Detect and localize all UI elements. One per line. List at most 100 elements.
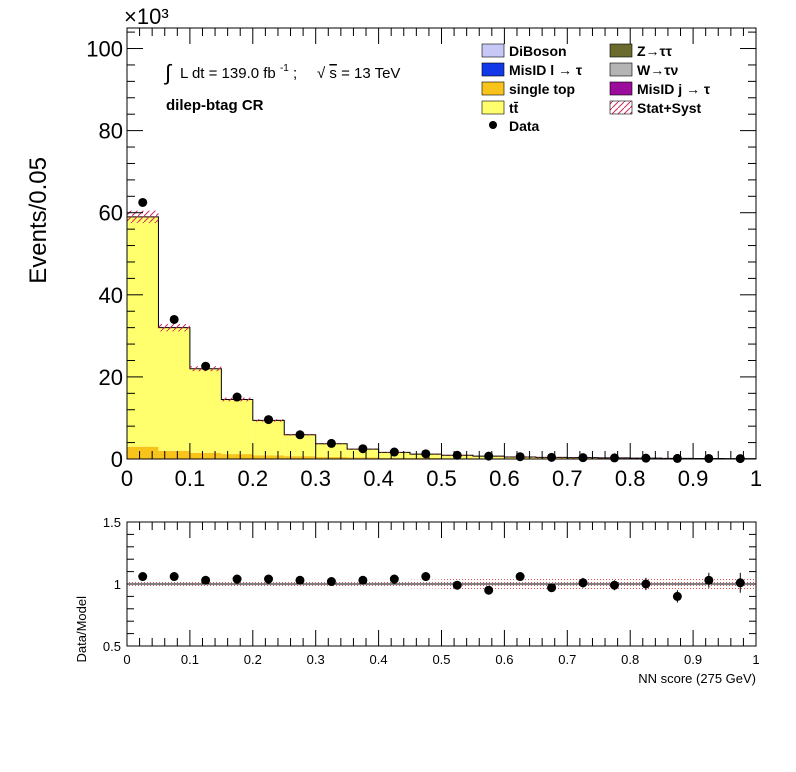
y-tick-label: 40 (99, 283, 123, 308)
ratio-plot: 0 0.1 0.2 0.3 0.4 0.5 0.6 0.7 0.8 0.9 1 0.5 1 1.5 Da… (74, 515, 760, 686)
ratio-x-tick-label: 1 (752, 652, 759, 667)
y-tick-label: 60 (99, 201, 123, 226)
legend-label: DiBoson (509, 43, 567, 59)
lumi-exponent: -1 (280, 63, 289, 74)
legend-marker-data (489, 121, 497, 129)
lumi-separator: ; (293, 65, 297, 82)
legend-swatch (481, 62, 505, 77)
data-point (609, 453, 619, 463)
legend: DiBoson Z→ττ MisID l → τ W→τν single top MisI… (481, 43, 711, 134)
data-point (201, 361, 211, 371)
ratio-point (578, 578, 588, 588)
legend-label: MisID j → τ (637, 81, 711, 97)
ratio-point (358, 575, 368, 585)
ratio-point (201, 575, 211, 585)
main-y-ticks: 0 20 40 60 80 100 (86, 31, 756, 472)
data-point (672, 453, 682, 463)
ratio-y-ticks: 0.5 1 1.5 (103, 515, 756, 654)
bar (189, 368, 222, 453)
ratio-y-tick-label: 1.5 (103, 515, 121, 530)
legend-label: Stat+Syst (637, 100, 702, 116)
ratio-y-axis-title: Data/Model (74, 596, 89, 663)
main-x-ticks: 0 0.1 0.2 0.3 0.4 0.5 0.6 0.7 0.8 0.9 1 (121, 28, 762, 491)
x-tick-label: 0 (121, 466, 133, 491)
x-tick-label: 0.4 (363, 466, 394, 491)
ratio-point (421, 572, 431, 582)
legend-label: single top (509, 81, 575, 97)
data-point (389, 447, 399, 457)
x-tick-label: 0.9 (678, 466, 709, 491)
ratio-x-tick-label: 0.2 (244, 652, 262, 667)
x-tick-label: 0.5 (426, 466, 457, 491)
data-point (452, 450, 462, 460)
y-tick-label: 20 (99, 365, 123, 390)
data-point (578, 453, 588, 463)
data-point (641, 453, 651, 463)
ratio-point (515, 572, 525, 582)
energy-label: √ s = 13 TeV (317, 65, 400, 82)
ratio-x-tick-label: 0.6 (495, 652, 513, 667)
ratio-point (326, 577, 336, 587)
legend-swatch (609, 81, 633, 96)
x-tick-label: 0.7 (552, 466, 583, 491)
ratio-x-ticks: 0 0.1 0.2 0.3 0.4 0.5 0.6 0.7 0.8 0.9 1 (123, 522, 760, 667)
legend-label: Z→ττ (637, 43, 673, 59)
bar (158, 450, 190, 459)
data-point (264, 415, 274, 425)
ratio-point (484, 585, 494, 595)
x-axis-title: NN score (275 GeV) (638, 671, 756, 686)
bar (284, 434, 316, 457)
ratio-y-tick-label: 1 (114, 577, 121, 592)
ratio-point (264, 574, 274, 584)
legend-label: W→τν (637, 62, 678, 78)
lumi-integral: ∫ (163, 60, 173, 85)
data-point (169, 314, 179, 324)
legend-swatch-hatch (609, 100, 633, 115)
y-axis-title: Events/0.05 (25, 157, 52, 284)
data-point (326, 438, 336, 448)
lumi-text: L dt = 139.0 fb (180, 65, 276, 82)
legend-label: MisID l → τ (509, 62, 583, 78)
stacked-bars (127, 216, 756, 459)
energy-s: s (329, 65, 337, 82)
ratio-x-tick-label: 0.3 (307, 652, 325, 667)
ratio-x-tick-label: 0 (123, 652, 130, 667)
legend-swatch (481, 81, 505, 96)
lumi-label: L dt = 139.0 fb -1 ; (180, 58, 297, 82)
uncertainty-hatch (127, 210, 159, 223)
bar (284, 456, 316, 459)
ratio-point (547, 583, 557, 593)
ratio-x-tick-label: 0.4 (370, 652, 388, 667)
legend-swatch (481, 100, 505, 115)
bar (127, 216, 159, 447)
bar (127, 446, 159, 459)
bar (315, 443, 348, 457)
main-plot: 0 0.1 0.2 0.3 0.4 0.5 0.6 0.7 0.8 0.9 1 0 20 40 60 80 1… (25, 4, 762, 491)
ratio-point (232, 574, 242, 584)
y-tick-label: 100 (86, 37, 123, 62)
ratio-x-tick-label: 0.8 (621, 652, 639, 667)
bar (158, 327, 190, 451)
region-label: dilep-btag CR (166, 97, 264, 114)
ratio-y-tick-label: 0.5 (103, 639, 121, 654)
data-point (138, 197, 148, 207)
ratio-x-tick-label: 0.1 (181, 652, 199, 667)
bar (378, 457, 411, 459)
bar (252, 420, 285, 456)
ratio-point (389, 574, 399, 584)
bar (410, 457, 442, 459)
data-point (704, 453, 714, 463)
ratio-point (704, 575, 714, 585)
x-tick-label: 0.2 (238, 466, 269, 491)
x-tick-label: 1 (750, 466, 762, 491)
ratio-x-tick-label: 0.5 (432, 652, 450, 667)
bar (189, 452, 222, 459)
data-point (358, 444, 368, 454)
legend-swatch (609, 62, 633, 77)
ratio-point (169, 572, 179, 582)
data-point (421, 449, 431, 459)
ratio-x-tick-label: 0.9 (684, 652, 702, 667)
legend-label: Data (509, 118, 540, 134)
x-tick-label: 0.3 (300, 466, 331, 491)
